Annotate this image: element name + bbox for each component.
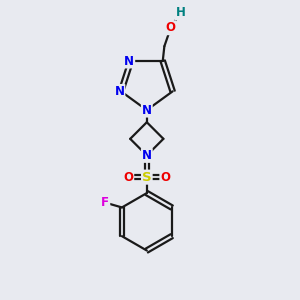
Text: N: N	[142, 103, 152, 117]
Text: O: O	[123, 171, 133, 184]
Text: N: N	[142, 149, 152, 162]
Text: H: H	[176, 6, 185, 19]
Text: N: N	[124, 55, 134, 68]
Text: S: S	[142, 171, 152, 184]
Text: O: O	[160, 171, 170, 184]
Text: O: O	[166, 21, 176, 34]
Text: F: F	[101, 196, 109, 209]
Text: N: N	[114, 85, 124, 98]
